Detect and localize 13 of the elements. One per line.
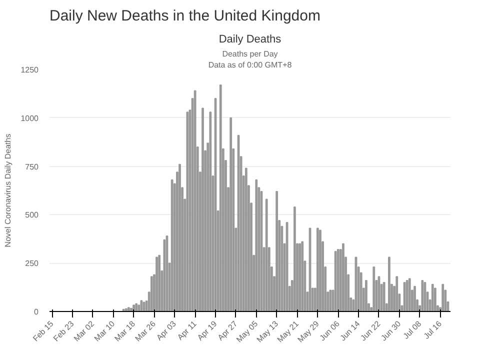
y-tick-label: 500 [25,210,40,220]
text: Deaths per Day [222,50,278,58]
annotation: Data as of 0:00 GMT+8 [208,60,292,70]
chart-title: Daily New Deaths in the United Kingdom [50,8,320,24]
x-tick-label: Jul 16 [422,318,444,341]
y-tick-label: 1250 [20,66,40,74]
y-tick-label: 0 [34,308,40,316]
x-tick-label: Jul 08 [402,318,424,341]
chart-subtitle: Daily Deaths [218,34,282,46]
y-tick-label: 250 [25,259,40,268]
y-tick-label: 750 [25,162,40,172]
y-tick-label: 1000 [20,114,40,123]
y-axis-title: Novel Coronavirus Daily Deaths [4,134,13,248]
